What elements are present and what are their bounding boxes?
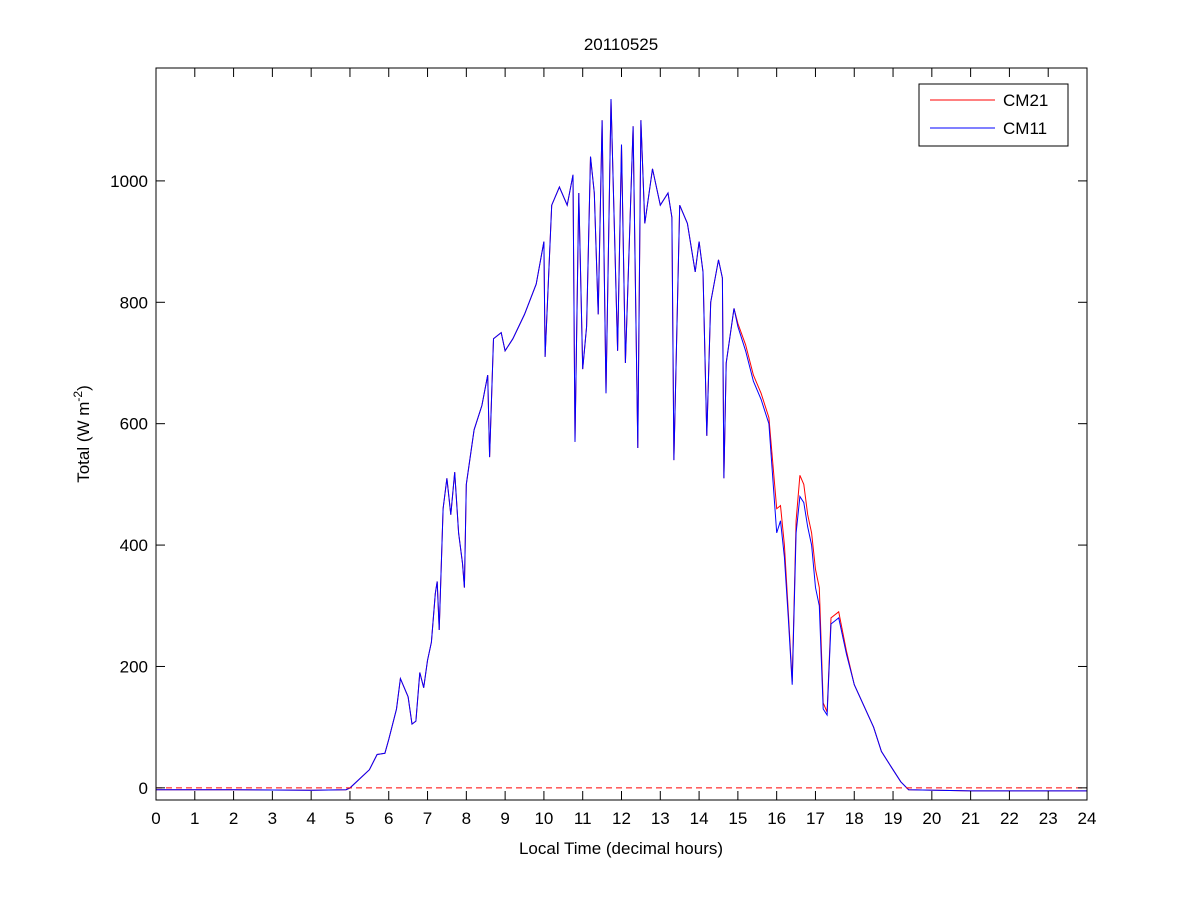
y-axis-label: Total (W m-2)	[71, 385, 93, 483]
y-tick-label: 1000	[110, 172, 148, 191]
x-tick-label: 11	[574, 809, 592, 828]
x-tick-label: 24	[1078, 809, 1097, 828]
y-axis-label-suffix: )	[74, 385, 93, 391]
x-tick-label: 13	[651, 809, 670, 828]
x-tick-label: 6	[384, 809, 393, 828]
x-tick-label: 4	[306, 809, 315, 828]
series-line-cm11	[156, 98, 1087, 792]
x-tick-label: 23	[1039, 809, 1058, 828]
ticks: 0 1 2 3 4 5 6 7 8 9 10 11 12 13 14 15 16 17 18 19 20 21 22 23 24…	[110, 68, 1096, 828]
x-tick-label: 17	[806, 809, 825, 828]
x-tick-label: 8	[462, 809, 471, 828]
y-tick-label: 0	[139, 779, 148, 798]
x-tick-label: 19	[884, 809, 903, 828]
y-axis-label-text: Total (W m	[74, 402, 93, 483]
x-tick-label: 20	[922, 809, 941, 828]
y-tick-label: 400	[120, 536, 148, 555]
y-tick-label: 800	[120, 293, 148, 312]
x-tick-label: 15	[728, 809, 747, 828]
y-axis-label-superscript: -2	[71, 391, 85, 402]
chart-title: 20110525	[584, 35, 658, 54]
x-tick-label: 14	[690, 809, 709, 828]
x-tick-label: 12	[612, 809, 631, 828]
x-tick-label: 0	[151, 809, 160, 828]
x-tick-label: 18	[845, 809, 864, 828]
y-tick-label: 200	[120, 657, 148, 676]
legend-label-cm11: CM11	[1003, 119, 1047, 138]
x-tick-label: 9	[500, 809, 509, 828]
x-tick-label: 21	[961, 809, 980, 828]
x-tick-label: 22	[1000, 809, 1019, 828]
x-tick-label: 5	[345, 809, 354, 828]
x-tick-label: 2	[229, 809, 238, 828]
series-layer	[156, 98, 1087, 792]
x-tick-label: 16	[767, 809, 786, 828]
x-axis-label: Local Time (decimal hours)	[519, 839, 723, 858]
series-line-cm21	[156, 98, 1087, 792]
legend-label-cm21: CM21	[1003, 91, 1048, 110]
legend-box	[918, 83, 1069, 147]
x-tick-label: 1	[190, 809, 199, 828]
x-tick-label: 7	[423, 809, 432, 828]
legend: CM21 CM11	[918, 83, 1069, 147]
axes-box	[155, 67, 1088, 801]
x-tick-label: 3	[268, 809, 277, 828]
y-tick-label: 600	[120, 415, 148, 434]
x-tick-label: 10	[534, 809, 553, 828]
